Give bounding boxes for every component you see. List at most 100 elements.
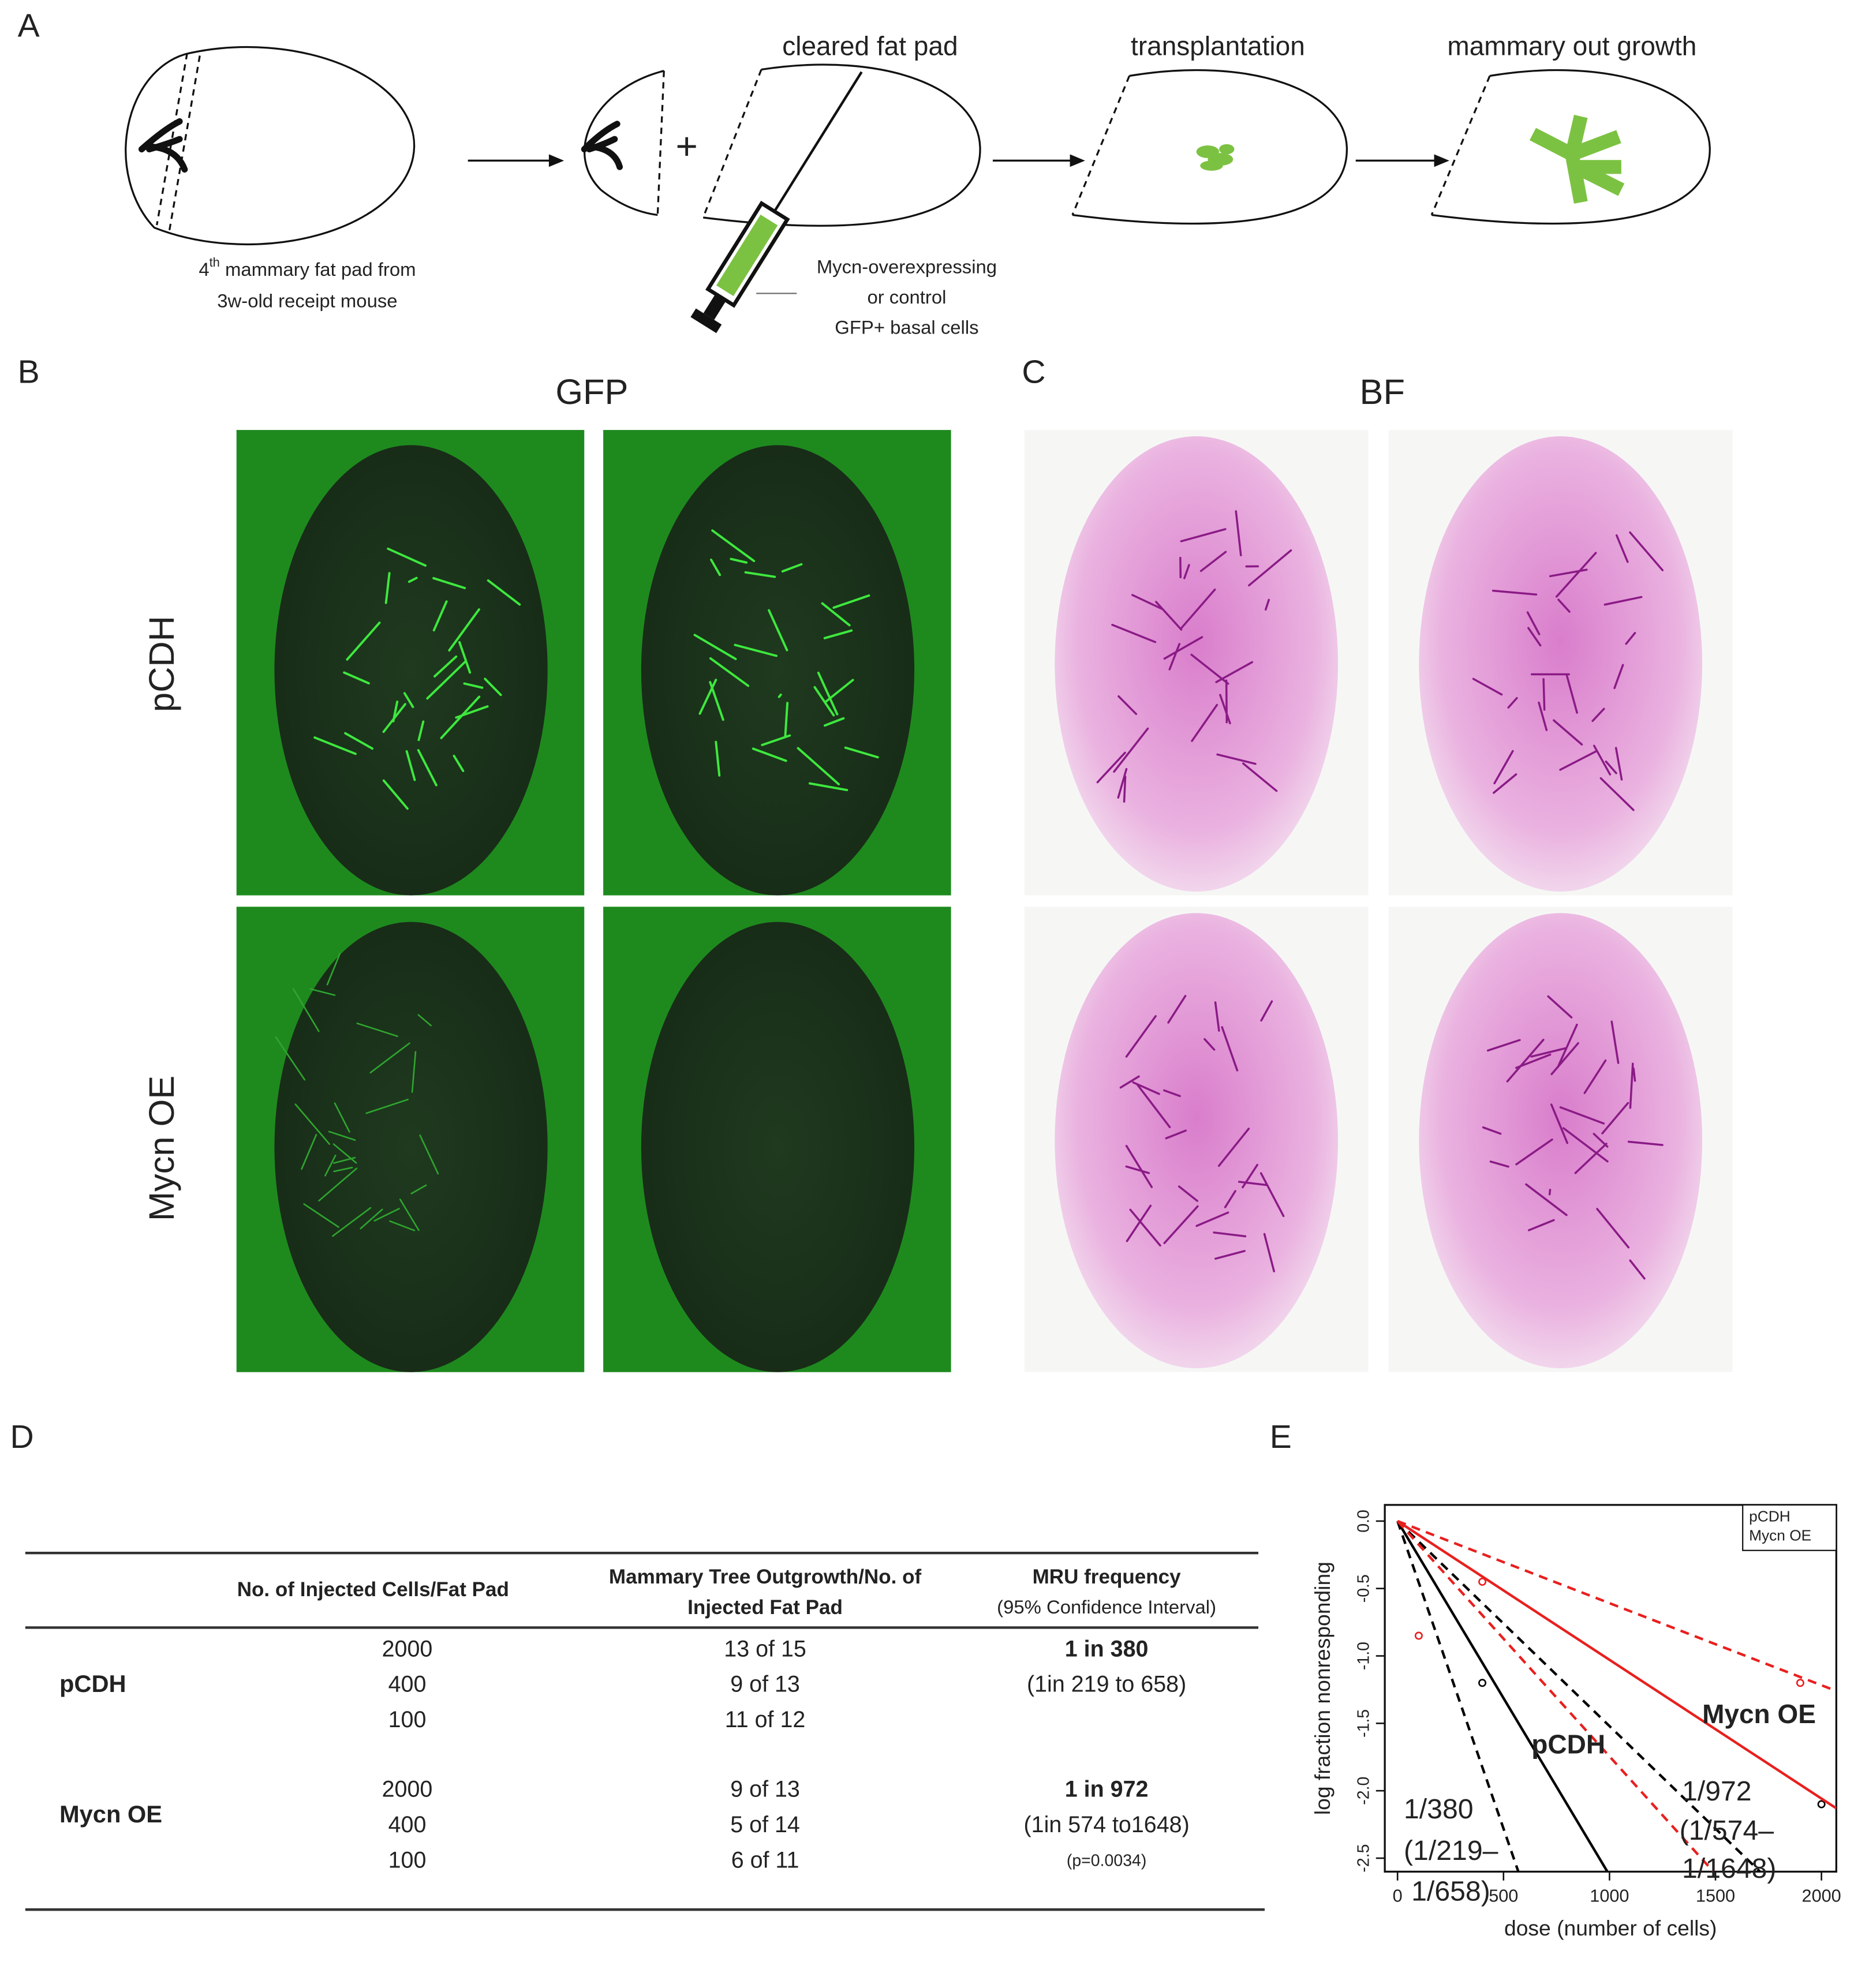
plot-frame bbox=[1384, 1504, 1837, 1873]
channel-label: GFP bbox=[555, 372, 628, 412]
plot: 0 500 1000 1500 2000 0.0 -0.5 -1.0 -1.5 -2.0 -2.5 d… bbox=[1310, 1504, 1841, 1940]
data-point bbox=[1796, 1679, 1804, 1687]
group-label: Mycn OE bbox=[59, 1800, 162, 1828]
data-point bbox=[1478, 1679, 1487, 1687]
x-tick-label: 2000 bbox=[1802, 1886, 1841, 1905]
plot-area bbox=[1396, 1519, 1837, 1872]
legend-entry: pCDH bbox=[1749, 1508, 1791, 1525]
fat-pad bbox=[125, 46, 416, 246]
annotation: (1/574– bbox=[1680, 1815, 1774, 1846]
ci-line bbox=[1396, 1521, 1520, 1872]
panel-letter: E bbox=[1270, 1418, 1292, 1455]
group-label: pCDH bbox=[59, 1670, 126, 1697]
annotation: (1/219– bbox=[1404, 1835, 1498, 1866]
row-label: pCDH bbox=[142, 616, 182, 712]
cut-line bbox=[656, 70, 665, 215]
data-point bbox=[1478, 1578, 1487, 1586]
annotation: Mycn OE bbox=[1702, 1699, 1816, 1729]
outgrowth-pad bbox=[1431, 69, 1711, 225]
duct-tree bbox=[313, 547, 521, 810]
table-cell: 2000 bbox=[382, 1777, 433, 1802]
annotation: 1/380 bbox=[1404, 1794, 1474, 1825]
table-cell: 400 bbox=[388, 1672, 427, 1697]
y-tick-label: -2.5 bbox=[1355, 1844, 1373, 1872]
cleared-pad bbox=[702, 63, 981, 227]
x-tick-label: 1500 bbox=[1696, 1886, 1735, 1905]
duct-tree bbox=[1096, 510, 1292, 803]
diagram bbox=[125, 46, 1711, 334]
x-tick-label: 500 bbox=[1489, 1886, 1518, 1905]
estimate-line bbox=[1396, 1520, 1837, 1810]
step-label: cleared fat pad bbox=[782, 31, 958, 61]
outgrowth-icon bbox=[1529, 114, 1625, 204]
cut-line bbox=[1071, 75, 1131, 216]
estimate-line bbox=[1396, 1520, 1609, 1872]
fat-pad-image bbox=[641, 922, 915, 1372]
fat-pad-image bbox=[641, 445, 915, 896]
mru-frequency: (1in 574 to1648) bbox=[1024, 1812, 1190, 1837]
fat-pad-image bbox=[274, 445, 548, 896]
panel-letter: B bbox=[18, 354, 40, 391]
table-cell: 2000 bbox=[382, 1636, 433, 1661]
cut-line bbox=[1430, 75, 1491, 216]
fat-pad-image bbox=[1055, 913, 1339, 1369]
arrow-head bbox=[1434, 154, 1449, 167]
legend-box bbox=[1742, 1504, 1837, 1551]
table-header: No. of Injected Cells/Fat Pad bbox=[237, 1578, 509, 1601]
arrow-head bbox=[1070, 154, 1085, 167]
injection-caption: Mycn-overexpressing bbox=[817, 256, 997, 277]
arrow-head bbox=[548, 154, 565, 167]
syringe bbox=[690, 71, 863, 334]
fat-pad-image bbox=[274, 922, 548, 1372]
mru-frequency: 1 in 972 bbox=[1065, 1777, 1149, 1802]
cut-line bbox=[702, 69, 762, 218]
y-axis-label: log fraction nonresponding bbox=[1310, 1562, 1335, 1815]
ci-line bbox=[1396, 1520, 1761, 1872]
data-point bbox=[1817, 1800, 1826, 1809]
transplant-pad bbox=[1072, 69, 1348, 225]
injection-caption: or control bbox=[867, 286, 946, 308]
x-tick-label: 0 bbox=[1393, 1886, 1403, 1905]
table-header: (95% Confidence Interval) bbox=[997, 1596, 1216, 1618]
x-axis-label: dose (number of cells) bbox=[1504, 1916, 1717, 1940]
channel-label: BF bbox=[1360, 372, 1405, 412]
ci-line bbox=[1397, 1519, 1837, 1693]
row-label: Mycn OE bbox=[142, 1076, 182, 1221]
plus-sign: + bbox=[676, 125, 698, 167]
caption-part: 4 bbox=[199, 259, 209, 280]
fat-pad-piece bbox=[584, 70, 664, 216]
y-tick-label: -2.0 bbox=[1355, 1777, 1373, 1805]
duct-tree bbox=[1119, 995, 1285, 1272]
y-tick-label: 0.0 bbox=[1355, 1510, 1373, 1533]
x-tick-label: 1000 bbox=[1590, 1886, 1629, 1905]
mru-frequency: (1in 219 to 658) bbox=[1027, 1672, 1186, 1697]
table: No. of Injected Cells/Fat Pad Mammary Tre… bbox=[59, 1566, 1216, 1873]
table-header: Injected Fat Pad bbox=[687, 1596, 843, 1619]
y-tick-label: -0.5 bbox=[1355, 1574, 1373, 1603]
table-cell: 100 bbox=[388, 1847, 427, 1873]
mru-frequency: 1 in 380 bbox=[1065, 1636, 1149, 1661]
duct-tree bbox=[1472, 531, 1664, 811]
annotation: pCDH bbox=[1531, 1729, 1605, 1759]
fat-pad-image bbox=[1055, 436, 1339, 892]
table-header: Mammary Tree Outgrowth/No. of bbox=[609, 1566, 922, 1588]
table-cell: 11 of 12 bbox=[725, 1707, 806, 1732]
table-cell: 100 bbox=[388, 1707, 427, 1732]
fat-pad-image bbox=[1419, 436, 1703, 892]
panel-letter: C bbox=[1022, 354, 1045, 391]
donor-caption: 3w-old receipt mouse bbox=[217, 290, 397, 311]
data-point bbox=[1414, 1631, 1423, 1640]
gland-icon bbox=[581, 121, 623, 170]
injection-caption: GFP+ basal cells bbox=[835, 316, 978, 338]
donor-caption: 4th mammary fat pad from bbox=[199, 255, 416, 279]
table-header: MRU frequency bbox=[1033, 1566, 1182, 1588]
mru-frequency: (p=0.0034) bbox=[1067, 1851, 1146, 1870]
ci-line bbox=[1396, 1520, 1714, 1872]
table-cell: 6 of 11 bbox=[731, 1847, 799, 1873]
micrographs bbox=[236, 430, 1733, 1372]
table-cell: 5 of 14 bbox=[730, 1812, 800, 1837]
caption-part: mammary fat pad from bbox=[220, 259, 416, 280]
y-tick-label: -1.0 bbox=[1355, 1642, 1373, 1670]
